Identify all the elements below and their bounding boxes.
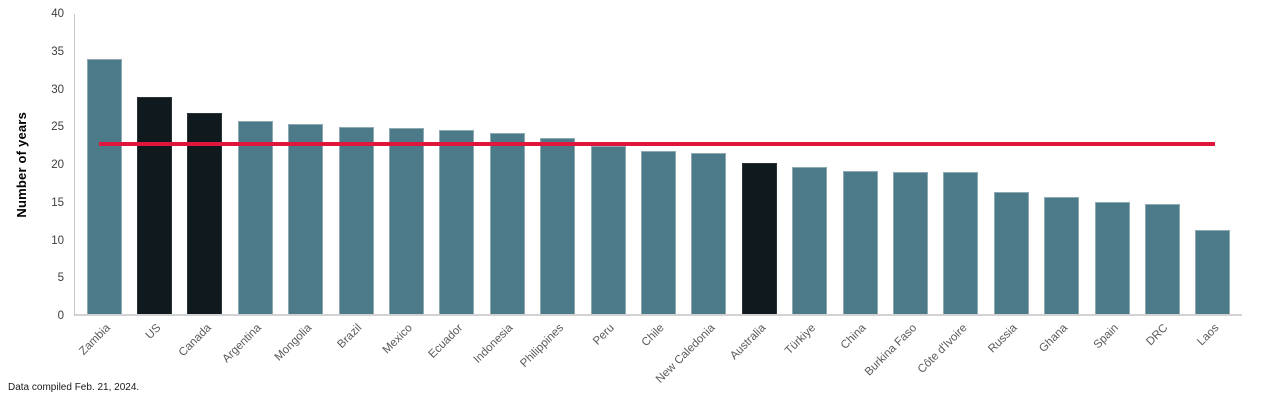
bar-cote-d-ivoire bbox=[943, 171, 979, 314]
bar-slot-indonesia: Indonesia bbox=[472, 14, 532, 366]
bar-slot-canada: Canada bbox=[176, 14, 230, 359]
bar-indonesia bbox=[489, 133, 525, 314]
x-tick-label-brazil: Brazil bbox=[335, 322, 365, 351]
x-tick-label-us: US bbox=[143, 322, 164, 342]
y-axis-ticks: 0 5 10 15 20 25 30 35 40 bbox=[36, 8, 74, 322]
bar-ghana bbox=[1044, 197, 1080, 314]
bar-drc bbox=[1144, 203, 1180, 314]
y-tick-label-35: 35 bbox=[51, 45, 64, 58]
bar-slot-mongolia: Mongolia bbox=[273, 14, 331, 363]
bar-laos bbox=[1195, 230, 1231, 314]
bar-slot-cote-d-ivoire: Côte d'Ivoire bbox=[915, 14, 986, 376]
bar-burkina-faso bbox=[892, 171, 928, 314]
y-tick-label-15: 15 bbox=[51, 196, 64, 209]
y-tick-label-10: 10 bbox=[51, 234, 64, 247]
bar-turkiye bbox=[792, 167, 828, 314]
x-tick-label-ghana: Ghana bbox=[1037, 322, 1071, 355]
bar-slot-australia: Australia bbox=[728, 14, 784, 362]
y-axis-title-column: Number of years bbox=[6, 14, 36, 316]
x-tick-label-russia: Russia bbox=[986, 322, 1020, 356]
bar-slot-philippines: Philippines bbox=[518, 14, 583, 370]
bar-slot-new-caledonia: New Caledonia bbox=[654, 14, 734, 386]
footnote: Data compiled Feb. 21, 2024. bbox=[8, 382, 140, 393]
x-tick-label-drc: DRC bbox=[1144, 322, 1171, 349]
bar-slot-laos: Laos bbox=[1188, 14, 1238, 348]
bar-slot-brazil: Brazil bbox=[331, 14, 381, 351]
y-tick-label-5: 5 bbox=[57, 272, 64, 285]
bar-chart: Number of years 0 5 10 15 20 25 30 35 40 Zambia U… bbox=[6, 8, 1242, 386]
plot-area: Zambia US Canada Argentina Mongolia Brazil Mex… bbox=[74, 14, 1242, 386]
bar-slot-argentina: Argentina bbox=[221, 14, 280, 365]
bar-slot-spain: Spain bbox=[1087, 14, 1137, 351]
bar-slot-ecuador: Ecuador bbox=[427, 14, 482, 361]
bar-slot-turkiye: Türkiye bbox=[783, 14, 834, 357]
bar-slot-peru: Peru bbox=[583, 14, 633, 348]
bar-canada bbox=[187, 113, 223, 314]
bar-mexico bbox=[389, 128, 425, 314]
bar-slot-russia: Russia bbox=[986, 14, 1036, 355]
x-tick-label-turkiye: Türkiye bbox=[783, 322, 819, 358]
y-tick-label-20: 20 bbox=[51, 159, 64, 171]
bar-slot-burkina-faso: Burkina Faso bbox=[863, 14, 935, 378]
x-tick-label-chile: Chile bbox=[639, 322, 667, 350]
bar-new-caledonia bbox=[691, 152, 727, 314]
x-tick-label-canada: Canada bbox=[176, 322, 214, 359]
y-tick-label-30: 30 bbox=[51, 83, 64, 96]
y-tick-label-0: 0 bbox=[57, 310, 64, 322]
x-tick-label-cote-d-ivoire: Côte d'Ivoire bbox=[915, 322, 970, 376]
bar-slot-chile: Chile bbox=[633, 14, 683, 349]
y-axis-title: Number of years bbox=[13, 112, 29, 218]
bar-us bbox=[137, 96, 173, 314]
x-tick-label-mexico: Mexico bbox=[380, 322, 416, 357]
bar-australia bbox=[741, 162, 777, 314]
x-tick-label-burkina-faso: Burkina Faso bbox=[862, 322, 919, 379]
bar-slot-drc: DRC bbox=[1137, 14, 1187, 348]
x-tick-label-philippines: Philippines bbox=[518, 322, 567, 370]
bar-zambia bbox=[86, 59, 122, 314]
bar-slot-us: US bbox=[129, 14, 179, 342]
y-tick-label-25: 25 bbox=[51, 121, 64, 134]
x-tick-label-argentina: Argentina bbox=[220, 322, 264, 366]
bar-peru bbox=[590, 146, 626, 314]
x-tick-label-peru: Peru bbox=[590, 322, 617, 348]
bar-ecuador bbox=[439, 130, 475, 314]
y-tick-label-40: 40 bbox=[51, 8, 64, 20]
x-tick-label-mongolia: Mongolia bbox=[272, 322, 315, 364]
bar-brazil bbox=[338, 127, 374, 314]
x-tick-label-spain: Spain bbox=[1091, 322, 1121, 352]
x-tick-label-ecuador: Ecuador bbox=[426, 322, 466, 361]
bar-mongolia bbox=[288, 123, 324, 314]
bar-china bbox=[842, 170, 878, 314]
x-tick-label-australia: Australia bbox=[727, 322, 768, 363]
bar-slot-zambia: Zambia bbox=[77, 14, 129, 358]
bar-slot-ghana: Ghana bbox=[1036, 14, 1086, 355]
x-tick-label-china: China bbox=[838, 322, 869, 352]
bar-spain bbox=[1094, 201, 1130, 314]
bar-russia bbox=[993, 191, 1029, 314]
x-tick-label-zambia: Zambia bbox=[77, 322, 113, 358]
bar-philippines bbox=[540, 137, 576, 314]
x-tick-label-indonesia: Indonesia bbox=[472, 322, 516, 366]
bar-slot-china: China bbox=[835, 14, 885, 352]
bar-argentina bbox=[237, 121, 273, 314]
x-tick-label-laos: Laos bbox=[1195, 322, 1222, 349]
bar-chile bbox=[640, 151, 676, 314]
average-reference-line bbox=[99, 141, 1215, 146]
bar-slot-mexico: Mexico bbox=[381, 14, 431, 356]
